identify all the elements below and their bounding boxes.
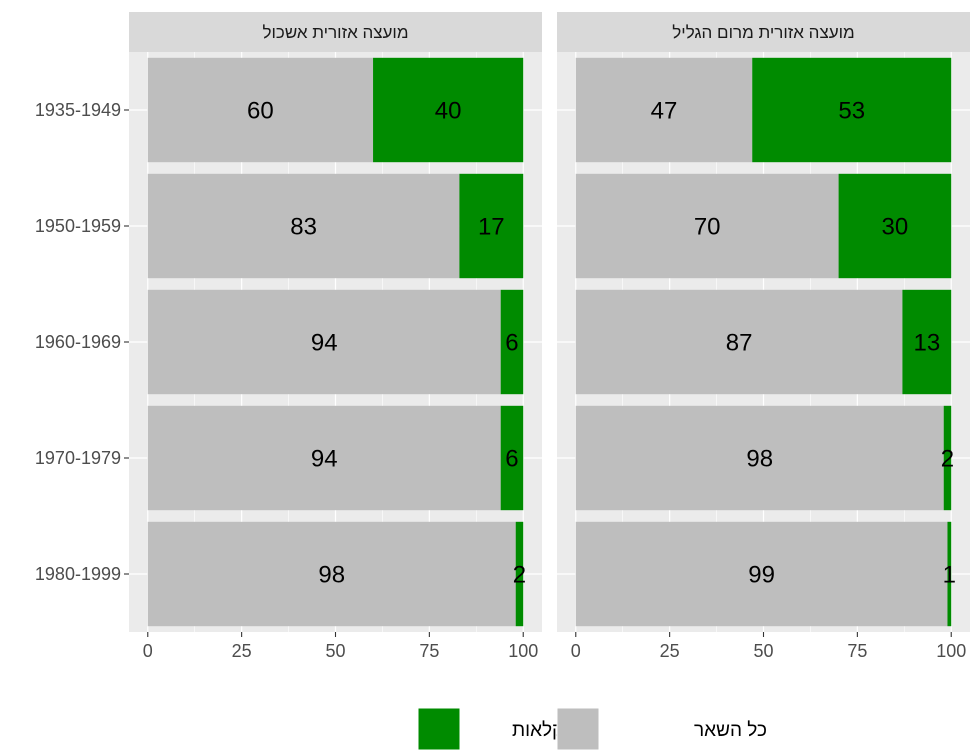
x-tick-label: 100 (508, 641, 538, 661)
bar-value-label: 1 (943, 562, 956, 589)
bar-value-label: 47 (651, 98, 678, 125)
x-tick-label: 100 (936, 641, 966, 661)
bar-value-label: 94 (311, 330, 338, 357)
legend-label-rest: כל השאר (694, 720, 767, 741)
y-tick-label: 1935-1949 (35, 100, 121, 120)
x-tick-label: 0 (143, 641, 153, 661)
x-tick-label: 50 (753, 641, 773, 661)
bar-value-label: 60 (247, 98, 274, 125)
bar-rest (147, 173, 460, 279)
bar-value-label: 6 (505, 330, 518, 357)
bar-agriculture (373, 57, 524, 163)
legend-key-agriculture (417, 707, 461, 751)
bar-agriculture (943, 405, 952, 511)
x-tick-label: 25 (232, 641, 252, 661)
bar-value-label: 99 (748, 562, 775, 589)
bar-value-label: 17 (478, 214, 505, 241)
bar-value-label: 94 (311, 446, 338, 473)
bar-value-label: 40 (435, 98, 462, 125)
bar-rest (147, 57, 374, 163)
facet-panel-2: מועצה אזורית מרום הגליל 47 53 70 30 87 13 98 2 99… (557, 12, 970, 661)
x-tick-label: 50 (325, 641, 345, 661)
bar-rest (575, 521, 948, 627)
x-tick-label: 75 (419, 641, 439, 661)
bar-rest (147, 289, 501, 395)
facet-strip (557, 12, 970, 52)
y-tick-label: 1960-1969 (35, 332, 121, 352)
bar-value-label: 30 (882, 214, 909, 241)
bar-agriculture (500, 289, 524, 395)
y-tick-label: 1980-1999 (35, 564, 121, 584)
bar-rest (147, 521, 516, 627)
facet-panel-1: מועצה אזורית אשכול 60 40 83 17 94 6 94 6 98 2 0 25 50… (35, 12, 542, 661)
bar-value-label: 6 (505, 446, 518, 473)
bar-rest (575, 289, 903, 395)
bar-agriculture (752, 57, 952, 163)
y-tick-label: 1950-1959 (35, 216, 121, 236)
bar-value-label: 98 (746, 446, 773, 473)
bar-agriculture (947, 521, 952, 627)
x-tick-label: 75 (847, 641, 867, 661)
bar-agriculture (459, 173, 524, 279)
bar-value-label: 70 (694, 214, 721, 241)
bar-rest (575, 405, 944, 511)
bar-agriculture (902, 289, 952, 395)
bar-value-label: 83 (290, 214, 317, 241)
bar-value-label: 87 (726, 330, 753, 357)
bar-agriculture (838, 173, 952, 279)
legend-key-rest (556, 707, 600, 751)
bar-value-label: 98 (318, 562, 345, 589)
legend: חקלאות כל השאר (417, 707, 767, 751)
bar-rest (575, 57, 753, 163)
bar-value-label: 13 (913, 330, 940, 357)
bar-value-label: 2 (941, 446, 954, 473)
bar-rest (147, 405, 501, 511)
facet-title: מועצה אזורית אשכול (262, 23, 408, 42)
bar-agriculture (515, 521, 524, 627)
facet-strip (129, 12, 542, 52)
bar-value-label: 53 (838, 98, 865, 125)
x-tick-label: 25 (660, 641, 680, 661)
x-tick-label: 0 (571, 641, 581, 661)
facet-title: מועצה אזורית מרום הגליל (672, 23, 854, 42)
bar-value-label: 2 (513, 562, 526, 589)
bar-agriculture (500, 405, 524, 511)
bar-rest (575, 173, 839, 279)
y-tick-label: 1970-1979 (35, 448, 121, 468)
